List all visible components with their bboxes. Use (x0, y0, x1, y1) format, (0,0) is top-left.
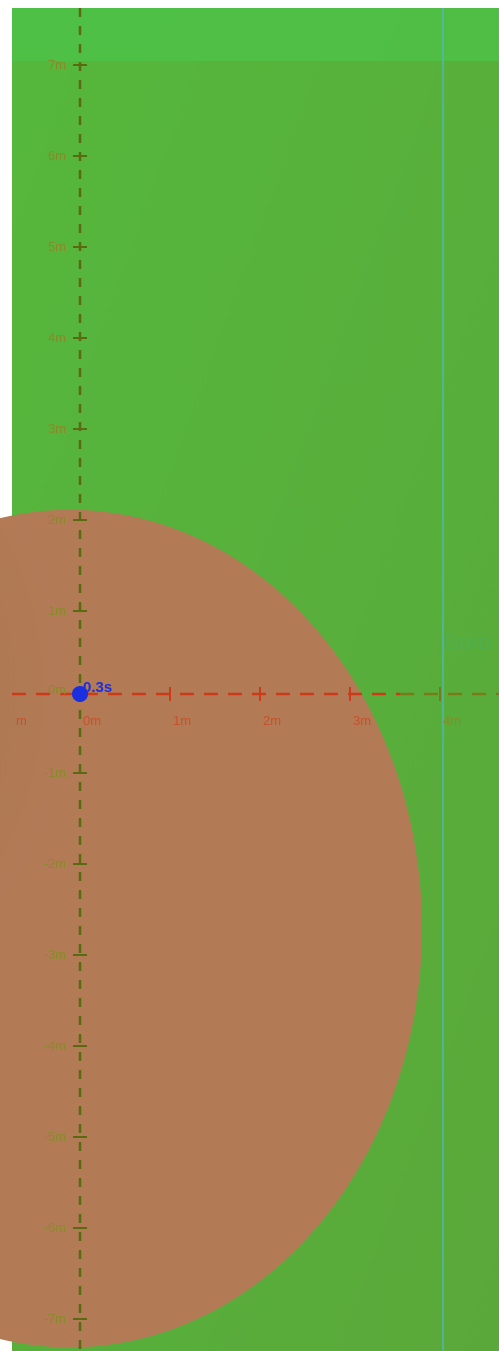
y-tick-label: 4m (48, 330, 66, 345)
y-tick-label: -1m (44, 765, 66, 780)
page-margin-top (0, 0, 499, 8)
border-label: Boro (444, 630, 490, 655)
field-top-band (12, 8, 499, 61)
y-tick-label: 0m (48, 682, 66, 697)
effect-zone (0, 509, 422, 1348)
y-tick-label: -7m (44, 1311, 66, 1326)
y-axis-ticks: 7m 6m 5m 4m 3m 2m 1m 0m -1m -2m -3m -4m -5m -6m -7m (44, 57, 87, 1326)
x-tick-label: 4m (443, 713, 461, 728)
x-tick-label: 2m (263, 713, 281, 728)
x-tick-label: 3m (353, 713, 371, 728)
y-tick-label: -2m (44, 856, 66, 871)
y-tick-label: 2m (48, 512, 66, 527)
position-marker[interactable] (72, 686, 88, 702)
y-tick-label: -5m (44, 1129, 66, 1144)
y-tick-label: 3m (48, 421, 66, 436)
y-tick-label: -4m (44, 1038, 66, 1053)
y-tick-label: -6m (44, 1220, 66, 1235)
y-tick-label: 7m (48, 57, 66, 72)
x-tick-label: 0m (83, 713, 101, 728)
y-tick-label: 1m (48, 603, 66, 618)
x-tick-label: m (16, 713, 27, 728)
marker-time-label: 0.3s (83, 679, 112, 696)
y-tick-label: 5m (48, 239, 66, 254)
y-tick-label: 6m (48, 148, 66, 163)
x-tick-label: 1m (173, 713, 191, 728)
y-tick-label: -3m (44, 947, 66, 962)
